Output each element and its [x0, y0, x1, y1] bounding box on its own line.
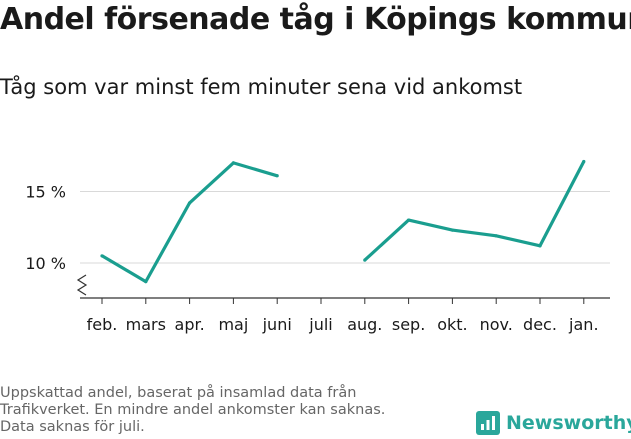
data-point [494, 234, 498, 238]
x-tick-label: feb. [87, 315, 118, 334]
x-tick-label: mars [126, 315, 166, 334]
y-tick-label: 10 % [25, 254, 66, 273]
chart-subtitle: Tåg som var minst fem minuter sena vid a… [0, 75, 523, 99]
x-tick-label: juni [262, 315, 292, 334]
y-tick-label: 15 % [25, 183, 66, 202]
x-tick-label: juli [308, 315, 332, 334]
x-tick-label: nov. [480, 315, 513, 334]
series-line-segment [101, 161, 278, 284]
x-tick-label: sep. [392, 315, 425, 334]
data-point [450, 228, 454, 232]
x-tick-label: jan. [568, 315, 598, 334]
data-point [231, 161, 235, 165]
chart-title: Andel försenade tåg i Köpings kommun [0, 2, 631, 37]
footnote-line: Trafikverket. En mindre andel ankomster … [0, 402, 386, 418]
footnote: Uppskattad andel, baserat på insamlad da… [0, 385, 440, 436]
bar-chart-icon [476, 411, 500, 435]
x-tick-label: maj [218, 315, 248, 334]
x-tick-label: okt. [437, 315, 467, 334]
x-tick-label: apr. [175, 315, 205, 334]
data-point [275, 174, 279, 178]
footnote-line: Data saknas för juli. [0, 419, 145, 435]
series-line-segment [363, 160, 586, 262]
data-point [100, 254, 104, 258]
x-tick-label: dec. [523, 315, 557, 334]
brand-name: Newsworthy [506, 412, 631, 434]
data-point [538, 244, 542, 248]
data-point [582, 159, 586, 164]
data-point [363, 258, 367, 262]
x-tick-label: aug. [347, 315, 382, 334]
axis-break-mark [76, 274, 88, 296]
newsworthy-logo: Newsworthy [476, 408, 631, 438]
line-chart: 10 % 15 % feb. mars apr. maj juni juli aug. sep.… [25, 159, 610, 334]
footnote-line: Uppskattad andel, baserat på insamlad da… [0, 385, 357, 401]
data-point [407, 218, 411, 222]
data-point [188, 201, 192, 205]
data-point [144, 279, 148, 284]
